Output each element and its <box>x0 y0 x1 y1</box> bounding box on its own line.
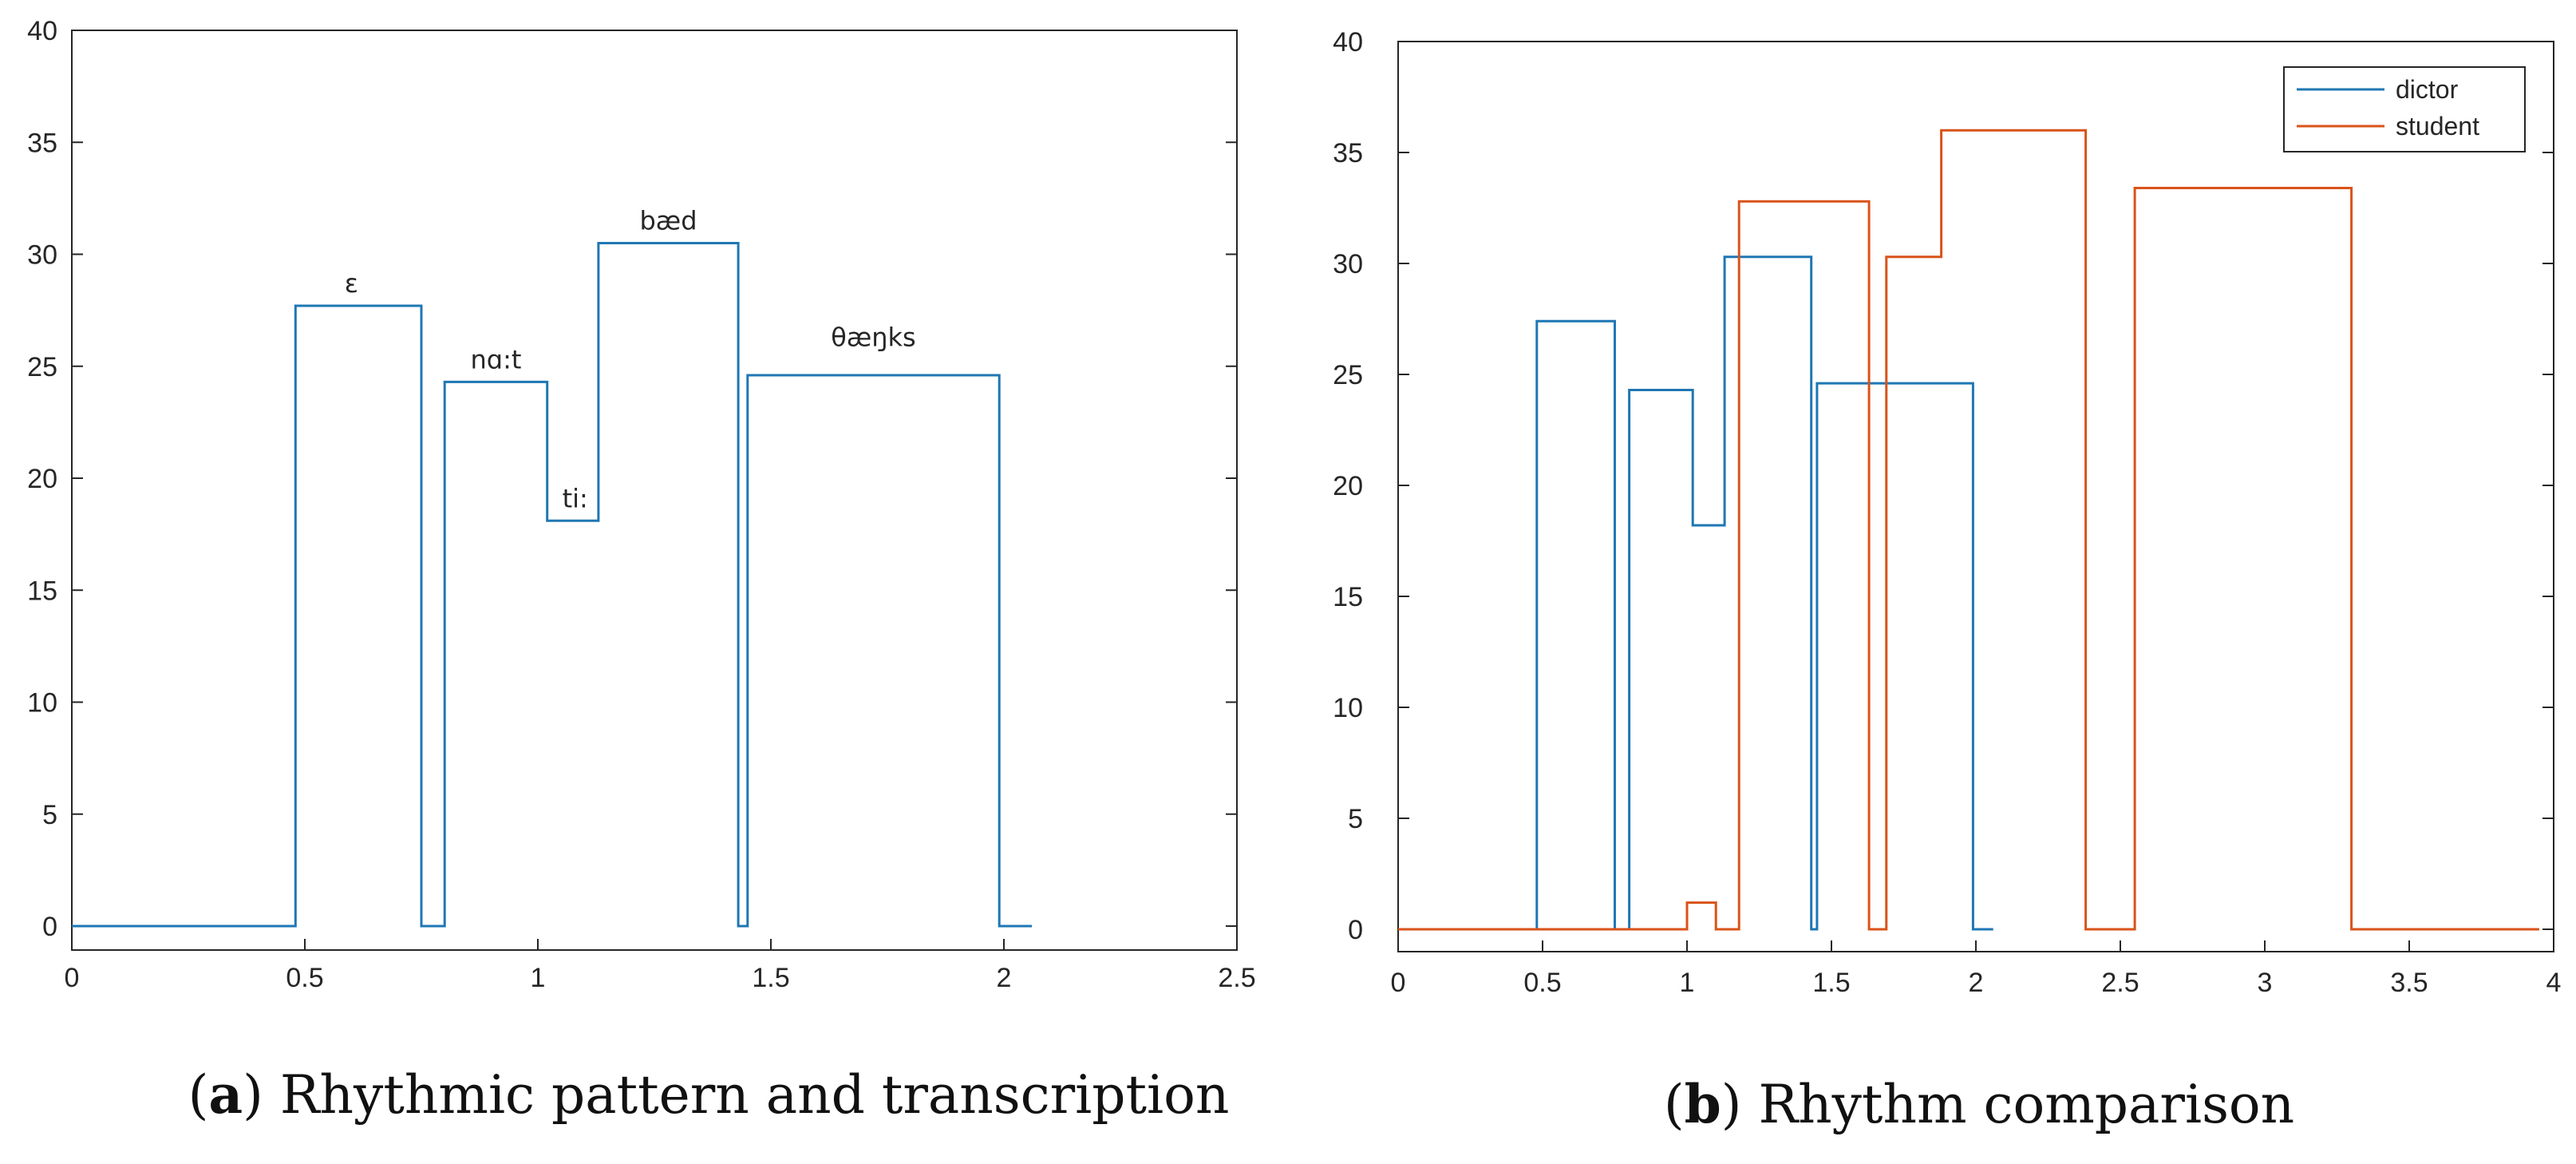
caption-b-text: ) Rhythm comparison <box>1721 1074 2294 1135</box>
chart-a-series <box>72 242 1032 928</box>
y-tick-label: 40 <box>1333 27 1363 57</box>
y-tick-label: 10 <box>1333 693 1363 723</box>
y-tick-label: 40 <box>27 16 57 46</box>
y-tick-label: 15 <box>27 576 57 606</box>
legend-label-dictor: dictor <box>2396 75 2459 104</box>
series-line-student <box>1398 129 2539 931</box>
y-tick-label: 5 <box>1348 804 1363 834</box>
x-tick-label: 2.5 <box>1218 963 1255 993</box>
x-tick-label: 2 <box>1969 968 1984 998</box>
chart-a-axes-box <box>71 30 1238 951</box>
y-tick-label: 0 <box>1348 915 1363 945</box>
x-tick-label: 4 <box>2546 968 2562 998</box>
y-tick-label: 35 <box>1333 138 1363 168</box>
y-tick-label: 30 <box>1333 249 1363 279</box>
x-tick-label: 1 <box>531 963 546 993</box>
x-tick-label: 1 <box>1680 968 1695 998</box>
annotation-label: nɑ:t <box>470 345 521 375</box>
caption-b: (b) Rhythm comparison <box>1664 1073 2294 1135</box>
y-tick-label: 10 <box>27 688 57 719</box>
annotation-label: ɛ <box>345 268 358 299</box>
y-tick-label: 25 <box>27 352 57 382</box>
chart-b-y-ticks: 0 5 10 15 20 25 30 35 40 <box>1333 27 2554 945</box>
chart-a-annotations: ɛ nɑ:t ti: bæd θæŋks <box>345 206 916 514</box>
chart-b: 0 0.5 1 1.5 2 2.5 3 3.5 4 0 5 10 15 20 25 30 35 40 dicto… <box>1333 27 2561 998</box>
x-tick-label: 0.5 <box>286 963 323 993</box>
x-tick-label: 2.5 <box>2101 968 2139 998</box>
caption-b-label: b <box>1685 1073 1721 1135</box>
y-tick-label: 35 <box>27 128 57 158</box>
y-tick-label: 15 <box>1333 582 1363 612</box>
x-tick-label: 0.5 <box>1523 968 1561 998</box>
x-tick-label: 2 <box>997 963 1012 993</box>
y-tick-label: 20 <box>27 464 57 494</box>
x-tick-label: 0 <box>1391 968 1406 998</box>
chart-b-legend: dictor student <box>2283 66 2526 152</box>
chart-a-x-ticks: 0 0.5 1 1.5 2 2.5 <box>65 939 1256 993</box>
x-tick-label: 3 <box>2258 968 2273 998</box>
y-tick-label: 5 <box>42 800 57 830</box>
caption-a-text: ) Rhythmic pattern and transcription <box>243 1064 1229 1126</box>
annotation-label: θæŋks <box>831 323 915 353</box>
y-tick-label: 20 <box>1333 471 1363 501</box>
x-tick-label: 3.5 <box>2390 968 2428 998</box>
legend-label-student: student <box>2396 112 2479 141</box>
series-line-dictor <box>72 242 1032 928</box>
annotation-label: bæd <box>639 206 697 236</box>
legend-box <box>2283 66 2526 152</box>
x-tick-label: 0 <box>65 963 80 993</box>
chart-b-series <box>1398 129 2539 931</box>
x-tick-label: 1.5 <box>1812 968 1850 998</box>
annotation-label: ti: <box>563 483 588 513</box>
y-tick-label: 0 <box>42 912 57 942</box>
chart-a-y-ticks: 0 5 10 15 20 25 30 35 40 <box>27 16 1237 942</box>
chart-a: 0 0.5 1 1.5 2 2.5 0 5 10 15 20 25 30 35 40 ɛ nɑ:t ti: bæ… <box>27 16 1255 993</box>
y-tick-label: 30 <box>27 240 57 271</box>
chart-b-axes-box <box>1397 41 2554 952</box>
x-tick-label: 1.5 <box>752 963 789 993</box>
caption-a-label: a <box>208 1063 243 1126</box>
y-tick-label: 25 <box>1333 360 1363 390</box>
chart-b-x-ticks: 0 0.5 1 1.5 2 2.5 3 3.5 4 <box>1391 940 2562 998</box>
caption-a: (a) Rhythmic pattern and transcription <box>188 1063 1230 1126</box>
